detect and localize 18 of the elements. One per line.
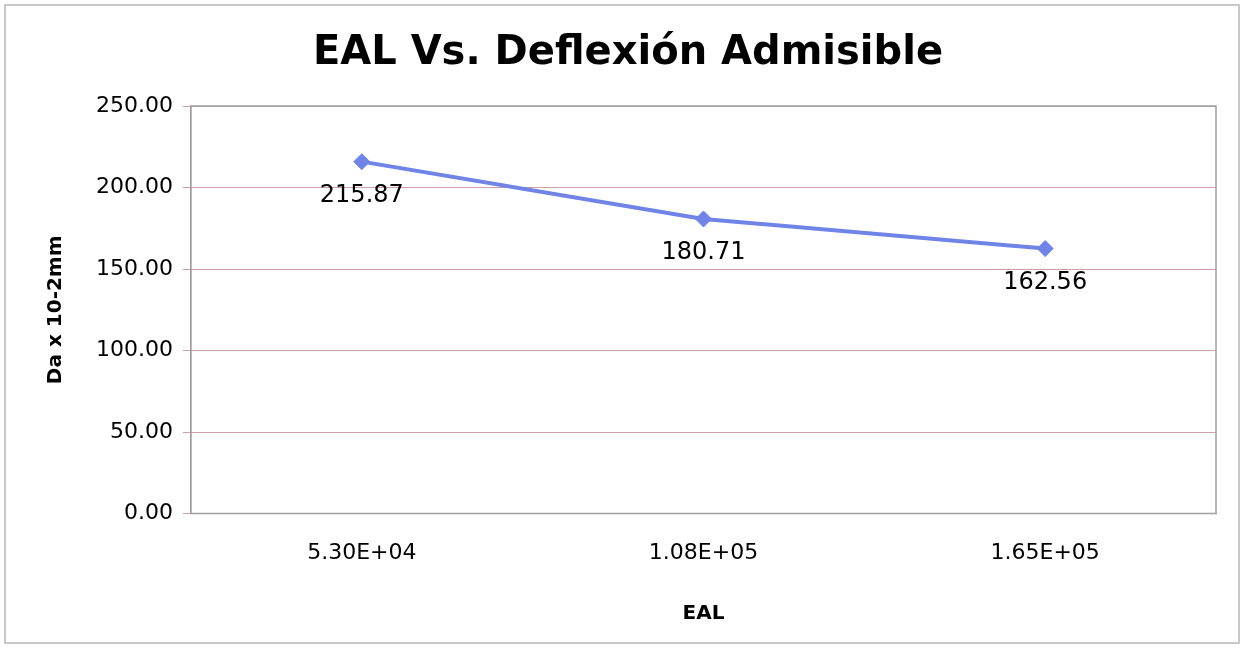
x-tick-label: 1.08E+05 bbox=[648, 538, 759, 564]
point bbox=[694, 210, 712, 228]
y-tick-label: 50.00 bbox=[109, 417, 173, 443]
data-label: 215.87 bbox=[319, 179, 404, 208]
chart-title: EAL Vs. Deflexión Admisible bbox=[312, 27, 944, 74]
y-tick-label: 100.00 bbox=[95, 336, 173, 362]
data-label: 180.71 bbox=[661, 237, 746, 266]
y-tick-label: 250.00 bbox=[95, 91, 173, 117]
point bbox=[353, 153, 371, 171]
data-label: 162.56 bbox=[1003, 266, 1088, 295]
x-axis-title: EAL bbox=[682, 600, 725, 625]
y-tick-label: 150.00 bbox=[95, 254, 173, 280]
x-tick-label: 5.30E+04 bbox=[307, 538, 417, 564]
x-tick-label: 1.65E+05 bbox=[990, 538, 1100, 564]
point bbox=[1036, 240, 1054, 258]
y-axis-title: Da x 10-2mm bbox=[42, 235, 67, 385]
y-tick-label: 200.00 bbox=[95, 173, 173, 199]
y-tick-label: 0.00 bbox=[123, 499, 173, 525]
